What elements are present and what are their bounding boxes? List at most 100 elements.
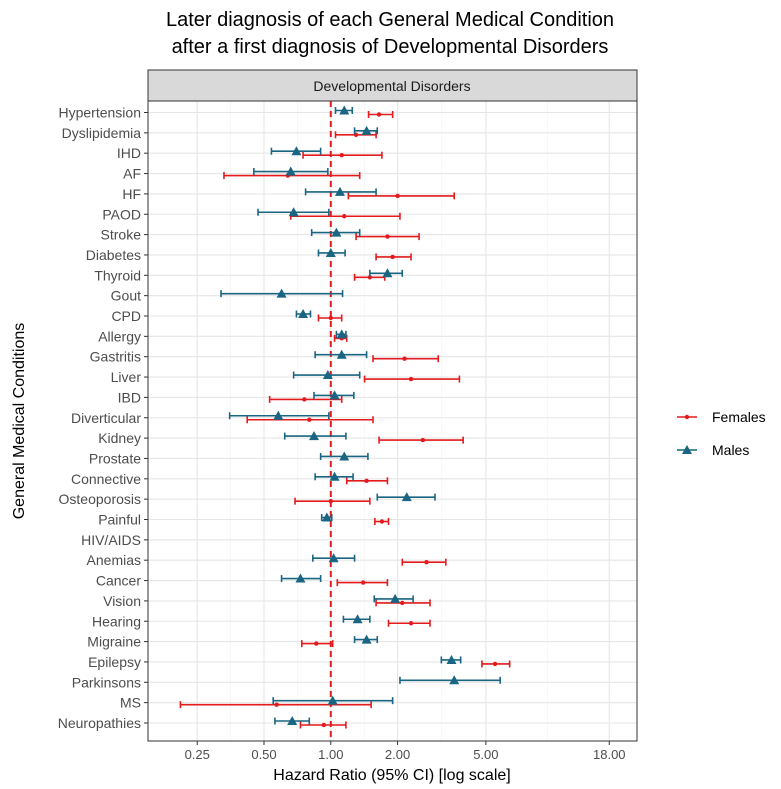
y-tick-label: Anemias xyxy=(87,552,141,568)
y-tick-label: HF xyxy=(122,186,141,202)
legend: Females Males xyxy=(677,409,766,458)
point-estimate xyxy=(307,417,312,422)
point-estimate xyxy=(298,309,309,318)
y-tick-label: Hearing xyxy=(92,613,141,629)
point-estimate xyxy=(322,370,333,380)
y-tick-label: Diabetes xyxy=(86,247,141,263)
plot-background xyxy=(148,101,637,741)
y-tick-label: Gastritis xyxy=(90,349,141,365)
y-tick-label: Dyslipidemia xyxy=(62,125,142,141)
x-tick-label: 0.25 xyxy=(185,747,210,762)
panel-strip-title: Developmental Disorders xyxy=(313,78,470,94)
point-estimate xyxy=(492,661,498,667)
chart-title-line-1: Later diagnosis of each General Medical … xyxy=(166,9,614,31)
point-estimate xyxy=(402,356,407,361)
y-tick-label: IHD xyxy=(117,145,141,161)
point-estimate xyxy=(364,478,369,483)
x-tick-label: 18.00 xyxy=(593,747,626,762)
point-estimate xyxy=(291,146,302,156)
point-estimate xyxy=(408,376,414,382)
point-estimate xyxy=(361,125,372,135)
point-estimate xyxy=(382,268,393,278)
legend-label: Females xyxy=(712,409,766,425)
y-tick-label: HIV/AIDS xyxy=(81,532,141,548)
legend-label: Males xyxy=(712,442,749,458)
point-estimate xyxy=(334,186,345,196)
y-tick-label: CPD xyxy=(111,308,141,324)
y-tick-label: Stroke xyxy=(101,227,142,243)
point-estimate xyxy=(287,716,298,725)
y-tick-label: Thyroid xyxy=(94,267,141,283)
point-estimate xyxy=(276,288,287,298)
y-axis-label: General Medical Conditions xyxy=(11,323,28,520)
legend-key-marker xyxy=(684,414,690,420)
point-estimate xyxy=(328,315,333,321)
point-estimate xyxy=(314,641,319,646)
point-estimate xyxy=(336,349,347,359)
point-estimate xyxy=(329,471,340,481)
point-estimate xyxy=(361,634,372,644)
point-estimate xyxy=(327,695,338,705)
point-estimate xyxy=(339,153,344,158)
point-estimate xyxy=(408,621,414,626)
x-axis-label: Hazard Ratio (95% CI) [log scale] xyxy=(273,767,510,784)
x-tick-label: 2.00 xyxy=(385,747,410,762)
legend-item-females: Females xyxy=(677,409,766,425)
y-tick-label: Neuropathies xyxy=(58,715,141,731)
y-tick-label: Kidney xyxy=(98,430,141,446)
y-tick-label: Connective xyxy=(71,471,141,487)
point-estimate xyxy=(379,519,385,524)
grid xyxy=(148,101,637,741)
point-estimate xyxy=(376,112,382,117)
x-tick-label: 0.50 xyxy=(251,747,276,762)
y-tick-label: Osteoporosis xyxy=(59,491,141,507)
point-estimate xyxy=(361,580,366,585)
y-tick-label: Migraine xyxy=(87,634,141,650)
point-estimate xyxy=(295,573,306,583)
legend-key-marker xyxy=(682,445,692,454)
point-estimate xyxy=(424,560,429,565)
point-estimate xyxy=(321,722,326,728)
y-tick-label: Hypertension xyxy=(59,105,142,121)
point-estimate xyxy=(367,275,373,280)
point-estimate xyxy=(308,431,319,441)
x-axis-ticks: 0.25 0.50 1.00 2.00 5.00 18.00 xyxy=(185,741,626,762)
point-estimate xyxy=(331,227,342,237)
point-estimate xyxy=(342,214,347,219)
y-tick-label: Painful xyxy=(98,512,141,528)
chart-title-line-2: after a first diagnosis of Developmental… xyxy=(172,36,609,58)
series-males xyxy=(220,105,501,725)
point-estimate xyxy=(328,553,339,563)
panel-border xyxy=(147,100,638,742)
point-estimate xyxy=(302,397,307,402)
y-tick-label: Cancer xyxy=(96,573,141,589)
y-tick-label: PAOD xyxy=(102,206,141,222)
y-tick-label: Gout xyxy=(111,288,141,304)
legend-item-males: Males xyxy=(677,442,749,458)
point-estimate xyxy=(339,105,350,115)
point-estimate xyxy=(390,593,401,603)
point-estimate xyxy=(274,702,279,707)
point-estimate xyxy=(401,492,412,502)
point-estimate xyxy=(352,614,363,624)
point-estimate xyxy=(329,390,340,400)
point-estimate xyxy=(420,437,426,443)
panel-strip xyxy=(147,69,638,102)
y-tick-label: Liver xyxy=(111,369,142,385)
point-estimate xyxy=(446,654,457,664)
point-estimate xyxy=(339,451,350,461)
point-estimate xyxy=(385,234,390,239)
y-tick-label: Vision xyxy=(103,593,141,609)
y-tick-label: AF xyxy=(123,166,141,182)
data-layer xyxy=(179,105,511,729)
x-tick-label: 1.00 xyxy=(318,747,343,762)
point-estimate xyxy=(273,410,284,420)
point-estimate xyxy=(336,329,347,339)
point-estimate xyxy=(400,600,405,606)
point-estimate xyxy=(390,254,395,260)
point-estimate xyxy=(285,166,296,176)
point-estimate xyxy=(325,247,336,257)
y-tick-label: MS xyxy=(120,695,141,711)
y-tick-label: IBD xyxy=(118,389,141,405)
